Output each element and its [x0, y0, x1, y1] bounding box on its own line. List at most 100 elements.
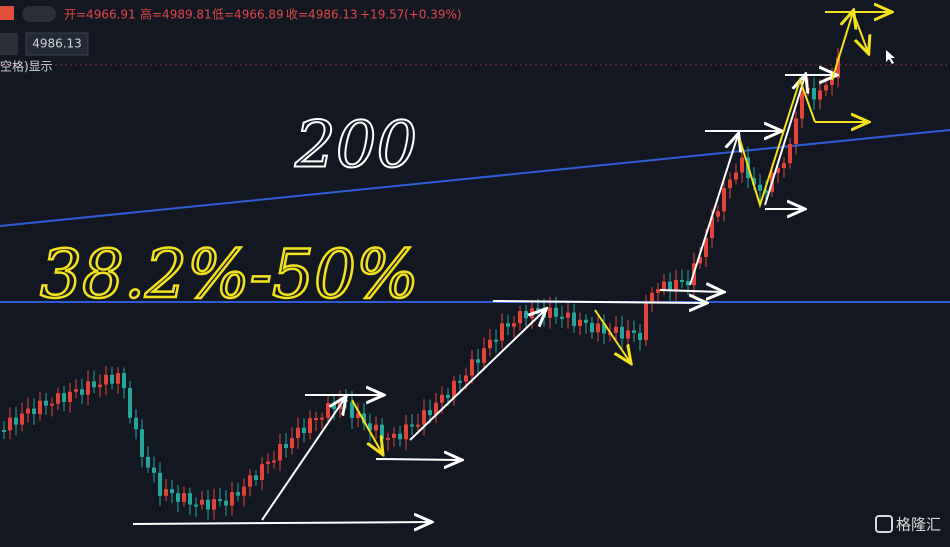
candle-body — [764, 190, 768, 193]
candle-body — [284, 444, 288, 449]
watermark-logo — [875, 515, 893, 533]
candle-body — [644, 302, 648, 341]
candle-body — [320, 417, 324, 420]
candle-body — [98, 384, 102, 388]
candle-body — [824, 85, 828, 91]
candle-body — [494, 339, 498, 342]
candle-body — [314, 418, 318, 421]
candle-body — [248, 475, 252, 487]
candle-body — [326, 403, 330, 418]
candle-body — [662, 281, 666, 290]
candle-body — [356, 413, 360, 418]
high: 高=4989.81 — [140, 7, 212, 22]
candle-body — [680, 279, 684, 282]
candle-body — [56, 393, 60, 404]
candle-body — [230, 492, 234, 506]
candle-body — [200, 499, 204, 505]
candle-body — [488, 339, 492, 349]
candle-body — [416, 424, 420, 427]
candle-body — [278, 444, 282, 461]
candle-body — [332, 403, 336, 409]
candle-body — [752, 178, 756, 185]
logo — [0, 6, 14, 20]
candle-body — [392, 433, 396, 438]
candle-body — [374, 424, 378, 431]
button[interactable] — [0, 33, 18, 55]
candle-body — [788, 144, 792, 164]
candle-body — [596, 323, 600, 333]
candle-body — [776, 168, 780, 173]
candle-body — [686, 281, 690, 286]
close: 收=4986.13 — [286, 8, 358, 22]
candle-body — [782, 163, 786, 169]
candle-body — [452, 380, 456, 398]
candle-body — [92, 381, 96, 388]
candle-body — [734, 172, 738, 180]
candle-body — [716, 211, 720, 217]
candle-body — [566, 312, 570, 318]
candle-body — [548, 307, 552, 318]
candle-body — [818, 90, 822, 100]
candle-body — [500, 323, 504, 341]
candle-body — [260, 464, 264, 480]
candle-body — [290, 438, 294, 449]
candle-body — [620, 326, 624, 339]
candle-body — [368, 423, 372, 431]
candle-body — [116, 373, 120, 384]
candle-body — [674, 279, 678, 291]
low: 低=4966.89 — [212, 8, 284, 22]
candle-body — [266, 461, 270, 465]
candle-body — [212, 499, 216, 510]
candle-body — [386, 437, 390, 440]
candle-body — [428, 410, 432, 416]
candle-body — [2, 430, 6, 432]
candle-body — [446, 394, 450, 398]
price-box-text: 4986.13 — [32, 37, 82, 51]
candle-body — [464, 375, 468, 382]
candle-body — [794, 118, 798, 145]
candle-body — [410, 424, 414, 427]
level-annotation: 200 — [294, 109, 417, 183]
candle-body — [518, 311, 522, 324]
candle-body — [572, 312, 576, 326]
candle-body — [80, 389, 84, 395]
candle-body — [578, 319, 582, 326]
candle-body — [536, 308, 540, 311]
candle-body — [302, 427, 306, 433]
yellow-annotations — [351, 12, 890, 453]
candle-body — [626, 330, 630, 339]
candle-body — [434, 402, 438, 416]
candle-body — [50, 403, 54, 406]
candle-body — [170, 489, 174, 494]
candle-body — [62, 393, 66, 402]
candle-body — [632, 330, 636, 333]
candle-body — [128, 388, 132, 418]
candle-body — [602, 323, 606, 334]
candle-body — [32, 408, 36, 415]
candle-body — [458, 380, 462, 383]
candle-body — [236, 492, 240, 496]
candle-body — [590, 322, 594, 333]
candle-body — [134, 417, 138, 430]
candle-body — [38, 400, 42, 415]
candle-body — [470, 359, 474, 376]
candle-body — [422, 410, 426, 425]
candle-body — [74, 389, 78, 392]
candle-body — [20, 413, 24, 425]
candle-body — [104, 374, 108, 385]
candle-body — [362, 413, 366, 424]
candle-body — [638, 332, 642, 341]
candle-body — [224, 500, 228, 506]
toggle[interactable] — [22, 6, 56, 22]
candle-body — [380, 424, 384, 440]
candle-body — [722, 188, 726, 212]
candle-body — [698, 257, 702, 264]
candle-body — [152, 467, 156, 473]
candle-body — [14, 417, 18, 425]
change-pct: (+0.39%) — [404, 8, 462, 22]
candle-body — [512, 323, 516, 327]
price-box — [25, 32, 89, 56]
candle-body — [272, 460, 276, 463]
candle-body — [530, 308, 534, 319]
candle-body — [242, 486, 246, 496]
